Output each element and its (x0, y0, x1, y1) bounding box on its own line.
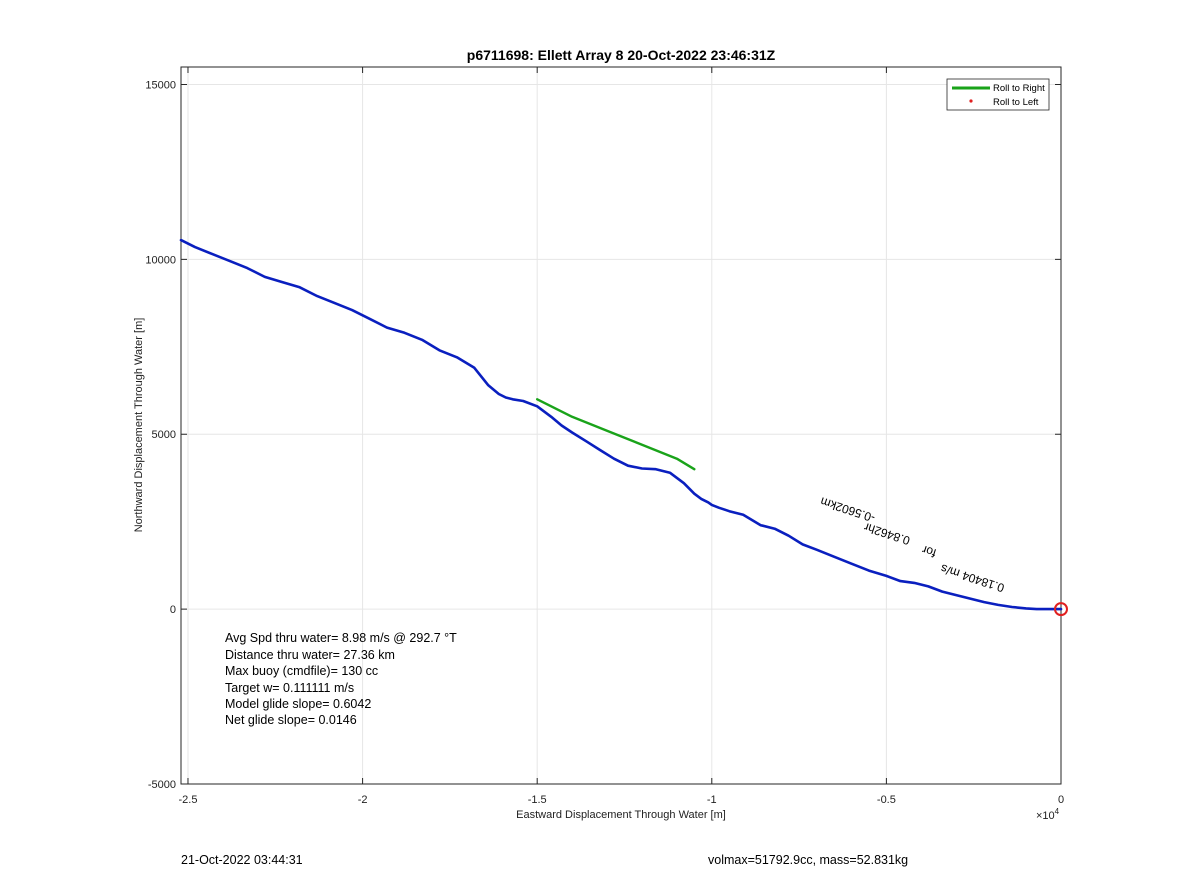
stats-block: Avg Spd thru water= 8.98 m/s @ 292.7 °T … (225, 631, 457, 727)
grid-lines (181, 67, 1061, 784)
stat-line-model-glide: Model glide slope= 0.6042 (225, 697, 371, 711)
x-axis-multiplier: ×104 (1036, 807, 1060, 822)
track-annotation: 0.18404 m/s (939, 561, 1006, 595)
axis-ticks: -2.5 -2 -1.5 -1 -0.5 0 -5000 0 5000 10000 15000 (145, 67, 1064, 806)
y-tick-label: 5000 (152, 429, 176, 441)
x-axis-multiplier-exponent: 4 (1055, 807, 1060, 816)
data-series (179, 238, 1063, 611)
glider-track-line (179, 238, 1063, 611)
track-annotation: 0.8462hr (862, 520, 911, 548)
end-marker-circle (1054, 602, 1068, 617)
stat-line-distance: Distance thru water= 27.36 km (225, 648, 395, 662)
track-annotation: for (920, 543, 938, 561)
footer-vehicle-info: volmax=51792.9cc, mass=52.831kg (708, 853, 909, 867)
legend-box (946, 78, 1050, 111)
roll-right-line (536, 398, 696, 471)
x-axis-title: Eastward Displacement Through Water [m] (516, 809, 726, 821)
legend-label-roll-right: Roll to Right (993, 83, 1045, 94)
x-tick-label: -2 (358, 794, 368, 806)
legend: Roll to Right Roll to Left (946, 78, 1050, 111)
x-tick-label: -2.5 (178, 794, 197, 806)
y-tick-label: 0 (170, 604, 176, 616)
y-tick-label: 15000 (145, 79, 176, 91)
x-tick-label: -1 (707, 794, 717, 806)
y-axis-title: Northward Displacement Through Water [m] (133, 318, 145, 533)
y-tick-label: -5000 (148, 779, 176, 791)
end-marker (1054, 602, 1068, 617)
stat-line-net-glide: Net glide slope= 0.0146 (225, 713, 357, 727)
legend-swatch-roll-left (969, 99, 973, 103)
stat-line-target-w: Target w= 0.111111 m/s (225, 681, 354, 695)
x-tick-label: -1.5 (528, 794, 547, 806)
legend-label-roll-left: Roll to Left (993, 97, 1039, 108)
y-tick-label: 10000 (145, 254, 176, 266)
footer-timestamp: 21-Oct-2022 03:44:31 (181, 853, 303, 867)
x-tick-label: -0.5 (877, 794, 896, 806)
chart-title: p6711698: Ellett Array 8 20-Oct-2022 23:… (467, 47, 776, 63)
x-axis-multiplier-base: ×10 (1036, 810, 1055, 822)
x-tick-label: 0 (1058, 794, 1064, 806)
plot-area-frame (180, 66, 1062, 785)
stat-line-avg-speed: Avg Spd thru water= 8.98 m/s @ 292.7 °T (225, 631, 457, 645)
stat-line-max-buoy: Max buoy (cmdfile)= 130 cc (225, 664, 378, 678)
